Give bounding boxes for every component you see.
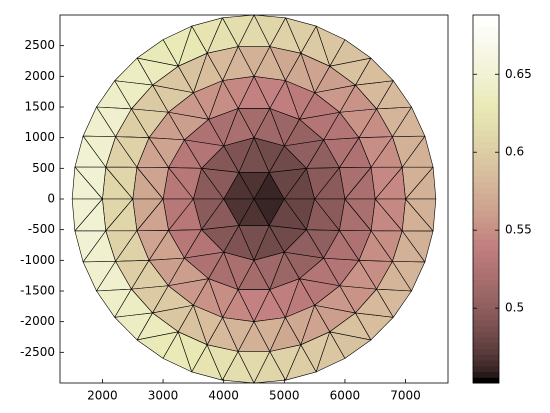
colorbar-step: [473, 296, 499, 303]
colorbar-step: [473, 227, 499, 234]
colorbar-tick-label: 0.65: [505, 67, 532, 81]
x-tick-label: 4000: [208, 389, 239, 403]
y-tick-label: -2500: [20, 345, 55, 359]
colorbar-step: [473, 250, 499, 257]
colorbar-step: [473, 273, 499, 280]
y-tick-label: 1500: [24, 100, 55, 114]
colorbar-step: [473, 66, 499, 73]
colorbar-step: [473, 360, 499, 367]
colorbar-step: [473, 291, 499, 298]
x-tick-label: 5000: [269, 389, 300, 403]
colorbar-step: [473, 26, 499, 33]
colorbar-step: [473, 118, 499, 125]
colorbar-step: [473, 239, 499, 246]
colorbar-step: [473, 55, 499, 62]
colorbar-step: [473, 181, 499, 188]
x-tick-label: 7000: [390, 389, 421, 403]
colorbar-step: [473, 325, 499, 332]
colorbar-step: [473, 342, 499, 349]
colorbar-step: [473, 193, 499, 200]
y-tick-label: -500: [28, 222, 55, 236]
colorbar-step: [473, 285, 499, 292]
colorbar-step: [473, 210, 499, 217]
colorbar-step: [473, 20, 499, 27]
y-tick-label: 2500: [24, 38, 55, 52]
colorbar-step: [473, 32, 499, 39]
colorbar-tick-label: 0.5: [505, 301, 524, 315]
y-tick-label: -2000: [20, 314, 55, 328]
colorbar-tick-label: 0.55: [505, 223, 532, 237]
colorbar-step: [473, 49, 499, 56]
colorbar-step: [473, 319, 499, 326]
colorbar-step: [473, 331, 499, 338]
y-tick-label: 2000: [24, 69, 55, 83]
x-tick-label: 3000: [148, 389, 179, 403]
colorbar-step: [473, 15, 499, 22]
x-tick-label: 6000: [330, 389, 361, 403]
colorbar-step: [473, 337, 499, 344]
colorbar-step: [473, 89, 499, 96]
colorbar-step: [473, 84, 499, 91]
colorbar-step: [473, 302, 499, 309]
colorbar-step: [473, 158, 499, 165]
colorbar-step: [473, 245, 499, 252]
y-tick-label: -1500: [20, 284, 55, 298]
colorbar-step: [473, 135, 499, 142]
colorbar-step: [473, 124, 499, 131]
colorbar-step: [473, 256, 499, 263]
colorbar-step: [473, 308, 499, 315]
colorbar-step: [473, 348, 499, 355]
colorbar-step: [473, 141, 499, 148]
colorbar-step: [473, 365, 499, 372]
mesh-triangle: [405, 198, 437, 232]
colorbar-step: [473, 72, 499, 79]
colorbar-step: [473, 314, 499, 321]
y-tick-label: 1000: [24, 130, 55, 144]
y-tick-label: -1000: [20, 253, 55, 267]
colorbar-step: [473, 101, 499, 108]
colorbar-step: [473, 176, 499, 183]
colorbar-step: [473, 147, 499, 154]
colorbar-step: [473, 268, 499, 275]
colorbar-step: [473, 216, 499, 223]
colorbar-step: [473, 164, 499, 171]
colorbar-step: [473, 262, 499, 269]
colorbar-step: [473, 95, 499, 102]
colorbar-step: [473, 377, 499, 384]
colorbar-step: [473, 187, 499, 194]
colorbar-step: [473, 199, 499, 206]
colorbar-step: [473, 170, 499, 177]
y-tick-label: 500: [32, 161, 55, 175]
colorbar-step: [473, 61, 499, 68]
colorbar-step: [473, 204, 499, 211]
colorbar-step: [473, 43, 499, 50]
colorbar-tick-label: 0.6: [505, 145, 524, 159]
y-tick-label: 0: [47, 192, 55, 206]
colorbar-step: [473, 371, 499, 378]
colorbar-step: [473, 107, 499, 114]
colorbar-step: [473, 130, 499, 137]
colorbar-step: [473, 233, 499, 240]
colorbar-box: [472, 14, 500, 384]
x-tick-label: 2000: [87, 389, 118, 403]
colorbar-step: [473, 112, 499, 119]
colorbar-step: [473, 279, 499, 286]
colorbar-step: [473, 354, 499, 361]
colorbar-step: [473, 78, 499, 85]
colorbar-step: [473, 222, 499, 229]
colorbar-step: [473, 38, 499, 45]
colorbar-step: [473, 153, 499, 160]
